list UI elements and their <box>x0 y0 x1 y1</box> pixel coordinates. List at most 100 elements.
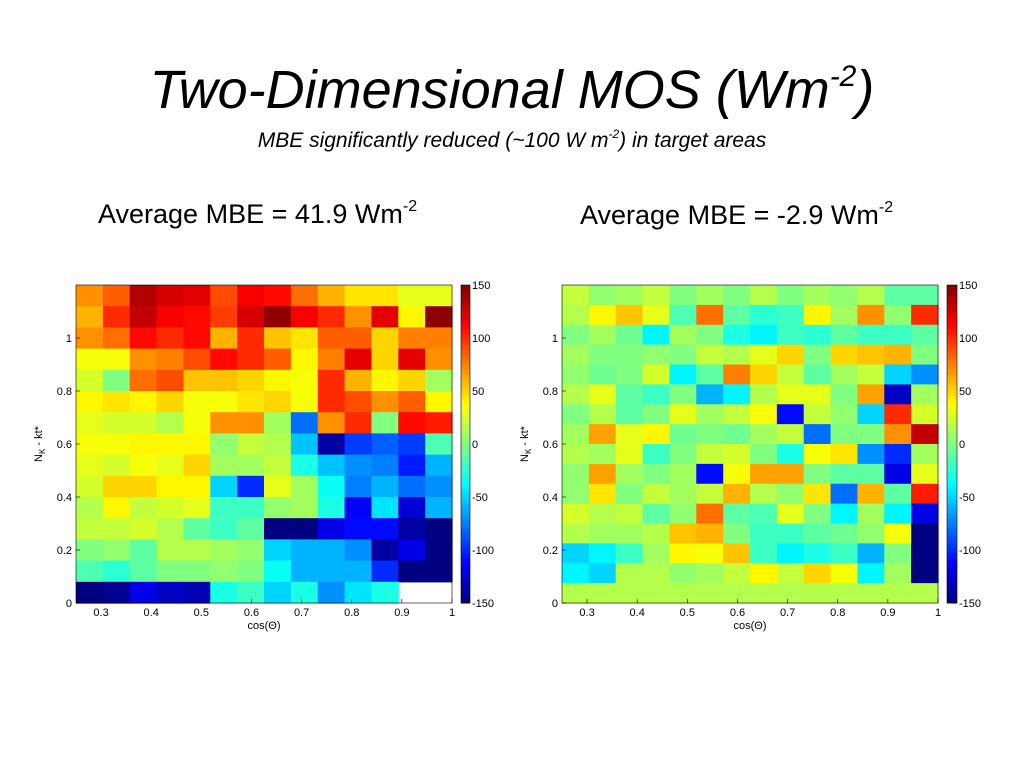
colorbar-segment <box>461 434 470 440</box>
x-tick-label: 1 <box>935 607 941 619</box>
heatmap-cell <box>183 327 211 350</box>
heatmap-cell <box>290 560 319 583</box>
heatmap-cell <box>425 391 453 413</box>
colorbar-segment <box>461 414 470 420</box>
colorbar-segment <box>947 498 957 505</box>
colorbar-segment <box>461 404 470 410</box>
heatmap-cell <box>615 543 644 564</box>
colorbar-segment <box>947 573 957 579</box>
heatmap-cell <box>723 424 751 445</box>
heatmap-cell <box>317 560 346 583</box>
heatmap-cell <box>129 433 158 456</box>
y-tick-label: 0.4 <box>57 492 72 504</box>
heatmap-cell <box>669 444 697 465</box>
heatmap-cell <box>830 583 859 604</box>
heatmap-cell <box>776 463 805 485</box>
heatmap-cell <box>857 563 885 584</box>
heatmap-cell <box>803 324 832 346</box>
heatmap-cell <box>615 463 644 485</box>
heatmap-cell <box>317 391 346 413</box>
heatmap-cell <box>129 369 158 392</box>
colorbar-segment <box>947 473 957 480</box>
colorbar-segment <box>947 389 957 395</box>
colorbar-segment <box>947 548 957 554</box>
y-axis-label-main: N <box>33 454 45 462</box>
colorbar-segment <box>461 314 470 321</box>
heatmap-cell <box>264 539 292 562</box>
heatmap-cell <box>562 364 590 385</box>
heatmap-cell <box>371 412 399 434</box>
colorbar-segment <box>947 424 957 430</box>
colorbar-segment <box>461 389 470 395</box>
heatmap-cell <box>884 364 912 385</box>
colorbar-segment <box>947 483 957 490</box>
colorbar-segment <box>461 369 470 375</box>
colorbar-segment <box>461 453 470 460</box>
heatmap-cell <box>830 523 859 544</box>
heatmap-cell <box>317 433 346 456</box>
heatmap-cell <box>642 404 671 425</box>
heatmap-cell <box>803 483 832 505</box>
colorbar-segment <box>947 558 957 564</box>
heatmap-cell <box>696 523 724 544</box>
colorbar-segment <box>461 419 470 425</box>
heatmap-cell <box>642 384 671 405</box>
heatmap-cell <box>210 454 238 477</box>
heatmap-cell <box>398 369 426 392</box>
heatmap-cell <box>750 583 778 604</box>
heatmap-cell <box>857 404 885 425</box>
colorbar-segment <box>947 444 957 450</box>
x-tick-label: 0.8 <box>830 607 845 619</box>
colorbar-segment <box>947 414 957 420</box>
heatmap-cell <box>156 454 185 477</box>
heatmap-cell <box>398 454 426 477</box>
x-tick-label: 0.6 <box>730 607 745 619</box>
heatmap-cell <box>290 497 319 519</box>
heatmap-cell <box>615 324 644 346</box>
heatmap-cell <box>371 497 399 519</box>
heatmap-cell <box>911 463 939 485</box>
heatmap-cell <box>344 454 373 477</box>
heatmap-cell <box>237 560 265 583</box>
heatmap-cell <box>183 539 211 562</box>
heatmap-cell <box>156 539 185 562</box>
y-tick-label: 0.4 <box>543 492 558 504</box>
heatmap-cell <box>102 327 131 350</box>
heatmap-cell <box>129 560 158 583</box>
heatmap-cell <box>264 518 292 540</box>
colorbar-segment <box>461 294 470 301</box>
heatmap-cell <box>696 444 724 465</box>
heatmap-cell <box>857 444 885 465</box>
heatmap-cell <box>830 563 859 584</box>
heatmap-cell <box>669 384 697 405</box>
heatmap-cell <box>615 563 644 584</box>
colorbar-segment <box>947 404 957 410</box>
colorbar-segment <box>461 424 470 430</box>
heatmap-cell <box>723 483 751 505</box>
heatmap-cell <box>76 518 104 540</box>
heatmap-cell <box>669 523 697 544</box>
heatmap-cell <box>615 503 644 525</box>
heatmap-cell <box>290 369 319 392</box>
heatmap-cell <box>803 304 832 326</box>
colorbar-segment <box>461 468 470 475</box>
heatmap-cell <box>911 583 939 604</box>
heatmap-cell <box>371 518 399 540</box>
heatmap-cell <box>588 503 617 525</box>
colorbar-segment <box>461 289 470 296</box>
heatmap-cell <box>290 285 319 307</box>
heatmap-cell <box>344 539 373 562</box>
heatmap-cell <box>696 424 724 445</box>
heatmap-cell <box>642 543 671 564</box>
heatmap-cell <box>884 384 912 405</box>
heatmap-cell <box>562 404 590 425</box>
heatmap-cell <box>830 364 859 385</box>
heatmap-cell <box>588 444 617 465</box>
heatmap-cell <box>696 483 724 505</box>
heatmap-cell <box>588 463 617 485</box>
heatmap-cell <box>183 391 211 413</box>
heatmap-cell <box>615 304 644 326</box>
heatmap-cell <box>723 344 751 366</box>
colorbar-segment <box>947 285 957 291</box>
heatmap-cell <box>776 384 805 405</box>
